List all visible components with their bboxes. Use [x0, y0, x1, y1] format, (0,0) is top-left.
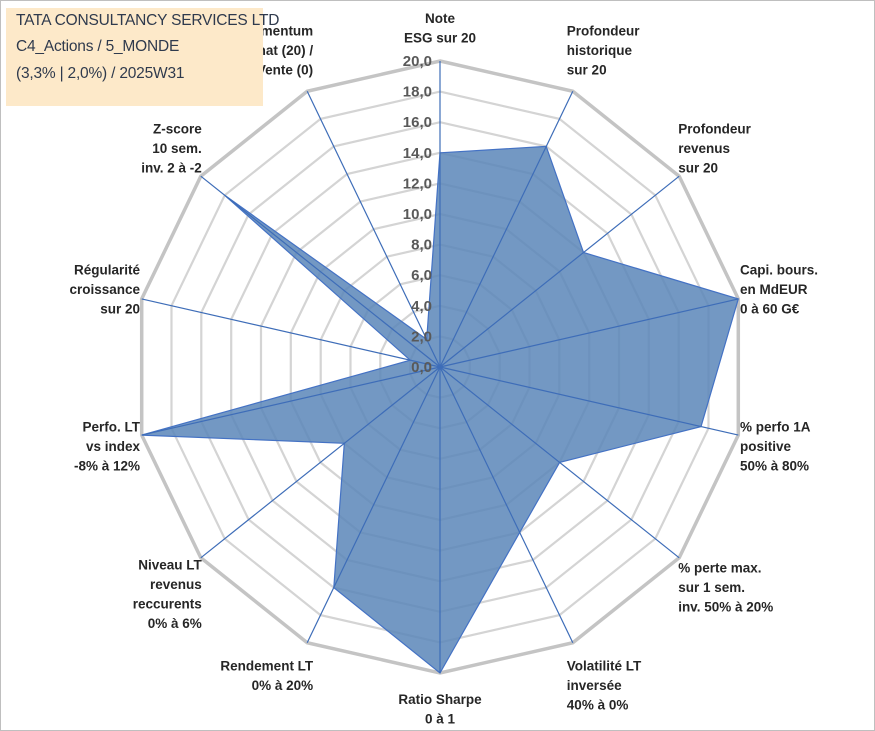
axis-label-line: sur 20 [567, 63, 607, 78]
axis-label: Niveau LT revenus reccurents 0% à 6% [133, 558, 203, 632]
axis-label-line: Note [425, 11, 455, 26]
axis-spoke [200, 366, 441, 559]
tick-label: 4,0 [411, 298, 432, 315]
category-label: C4_Actions / 5_MONDE [16, 38, 180, 55]
axis-spoke [306, 366, 441, 643]
tick-label: 8,0 [411, 237, 432, 254]
tick-label: 14,0 [403, 145, 432, 162]
tick-label: 2,0 [411, 328, 432, 345]
axis-label-line: Profondeur [567, 24, 640, 39]
axis-label-line: reccurents [133, 597, 202, 612]
axis-spoke [200, 175, 441, 368]
axis-label: Profondeur historique sur 20 [567, 24, 640, 78]
axis-label-line: en MdEUR [740, 282, 808, 297]
axis-label-line: Vente (0) [257, 63, 313, 78]
radar-axis-labels: Note ESG sur 20 Profondeur historique sur 20… [69, 11, 818, 727]
axis-label-line: inversée [567, 678, 622, 693]
axis-spoke [439, 175, 680, 368]
axis-label-line: vs index [86, 439, 141, 454]
axis-label-line: historique [567, 43, 633, 58]
radar-tick-labels: 0,0 2,0 4,0 6,0 8,0 10,0 12,0 14,0 16,0 18,0 20,0 [403, 53, 432, 376]
axis-label: Ratio Sharpe 0 à 1 [398, 692, 482, 727]
tick-label: 12,0 [403, 175, 432, 192]
axis-label-line: Z-score [153, 121, 202, 136]
axis-label-line: -8% à 12% [74, 458, 140, 473]
axis-spoke [306, 91, 441, 368]
axis-label-line: Ratio Sharpe [398, 692, 482, 707]
axis-spoke [141, 366, 441, 436]
axis-spoke [439, 366, 680, 559]
axis-label-line: 0 à 1 [425, 712, 456, 727]
tick-label: 16,0 [403, 114, 432, 131]
axis-label: Rendement LT 0% à 20% [220, 658, 314, 693]
axis-spoke [141, 298, 441, 368]
axis-label: Note ESG sur 20 [404, 11, 476, 46]
axis-spoke [439, 298, 739, 368]
axis-label: Volatilité LT inversée 40% à 0% [567, 658, 642, 712]
axis-label-line: positive [740, 439, 792, 454]
axis-label: Profondeur revenus sur 20 [678, 121, 751, 175]
title-box: TATA CONSULTANCY SERVICES LTD C4_Actions… [6, 8, 279, 106]
tick-label: 18,0 [403, 84, 432, 101]
axis-label-line: inv. 50% à 20% [678, 600, 773, 615]
axis-label-line: 50% à 80% [740, 458, 809, 473]
tick-label: 10,0 [403, 206, 432, 223]
axis-label-line: % perte max. [678, 561, 761, 576]
axis-label-line: Capi. bours. [740, 263, 818, 278]
axis-label: % perte max. sur 1 sem. inv. 50% à 20% [678, 561, 773, 615]
axis-label-line: ESG sur 20 [404, 31, 476, 46]
axis-label: % perfo 1A positive 50% à 80% [740, 419, 811, 473]
axis-label-line: Régularité [74, 263, 141, 278]
tick-label: 6,0 [411, 267, 432, 284]
axis-spoke [439, 366, 574, 643]
axis-label-line: Niveau LT [138, 558, 202, 573]
axis-label: Capi. bours. en MdEUR 0 à 60 G€ [740, 263, 818, 317]
radar-spokes [141, 61, 739, 673]
tick-label: 20,0 [403, 53, 432, 70]
axis-label-line: 0 à 60 G€ [740, 302, 800, 317]
axis-label-line: sur 20 [100, 302, 140, 317]
axis-label-line: Rendement LT [220, 658, 314, 673]
axis-label-line: sur 1 sem. [678, 580, 745, 595]
axis-spoke [439, 366, 739, 436]
axis-spoke [439, 91, 574, 368]
axis-label-line: Profondeur [678, 121, 751, 136]
axis-label-line: revenus [678, 141, 730, 156]
axis-label: Régularité croissance sur 20 [69, 263, 140, 317]
axis-label-line: sur 20 [678, 160, 718, 175]
axis-label-line: Perfo. LT [82, 419, 140, 434]
period-label: (3,3% | 2,0%) / 2025W31 [16, 65, 185, 82]
axis-label-line: % perfo 1A [740, 419, 811, 434]
axis-label-line: croissance [69, 282, 140, 297]
tick-label: 0,0 [411, 359, 432, 376]
axis-label-line: revenus [150, 577, 202, 592]
axis-label-line: 0% à 20% [252, 678, 314, 693]
axis-label-line: 10 sem. [152, 141, 202, 156]
company-name: TATA CONSULTANCY SERVICES LTD [16, 12, 280, 29]
axis-label-line: Volatilité LT [567, 658, 642, 673]
axis-label-line: 0% à 6% [148, 616, 202, 631]
axis-label: Perfo. LT vs index -8% à 12% [74, 419, 141, 473]
axis-label-line: inv. 2 à -2 [141, 160, 202, 175]
axis-label: Z-score 10 sem. inv. 2 à -2 [141, 121, 202, 175]
axis-label-line: 40% à 0% [567, 697, 629, 712]
